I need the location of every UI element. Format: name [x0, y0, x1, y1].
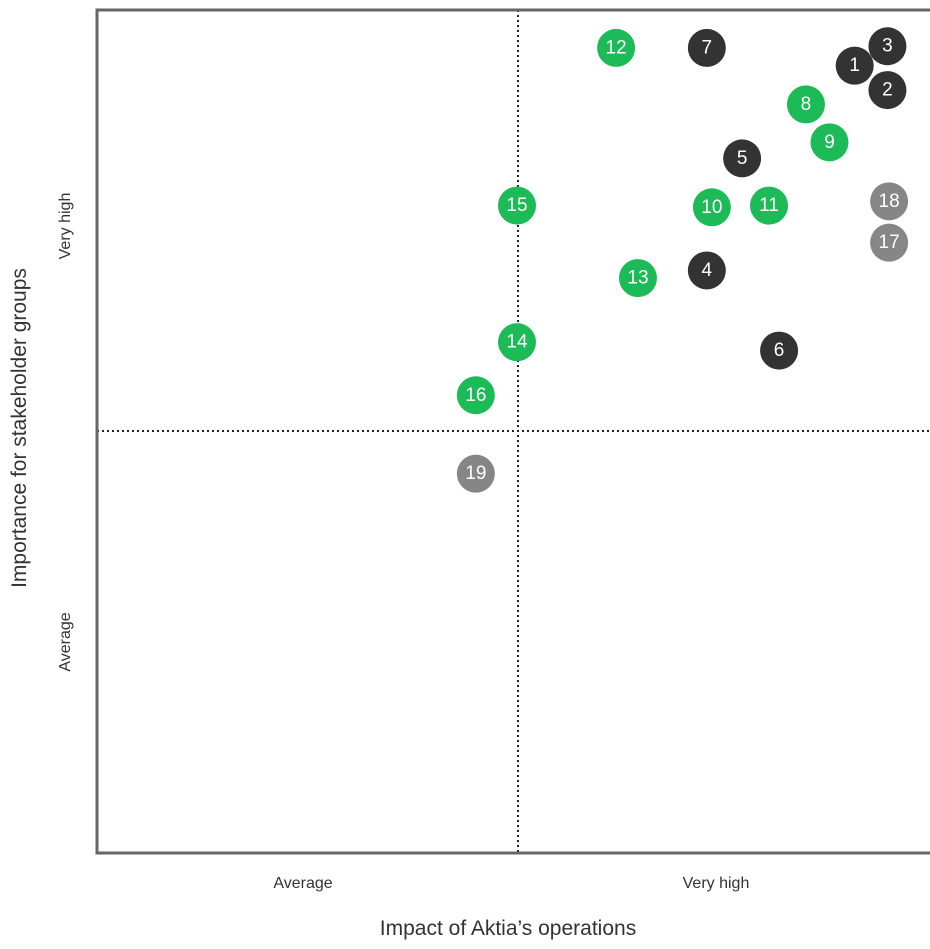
data-point-15: 15 — [498, 186, 536, 225]
data-point-label: 19 — [465, 463, 486, 484]
data-point-marker — [750, 186, 788, 225]
data-point-label: 12 — [606, 37, 627, 58]
data-point-8: 8 — [786, 85, 825, 124]
data-point-label: 13 — [627, 268, 648, 289]
data-point-12: 12 — [597, 28, 636, 67]
data-point-label: 6 — [774, 340, 785, 361]
data-point-11: 11 — [750, 186, 788, 225]
data-point-5: 5 — [723, 139, 762, 178]
data-point-18: 18 — [870, 182, 909, 221]
y-axis-title: Importance for stakeholder groups — [8, 268, 31, 588]
data-point-marker — [786, 85, 825, 124]
data-point-label: 1 — [849, 55, 860, 76]
data-point-marker — [870, 182, 909, 221]
data-point-marker — [760, 331, 799, 370]
data-point-14: 14 — [498, 323, 536, 362]
data-point-4: 4 — [687, 251, 726, 290]
data-point-marker — [687, 251, 726, 290]
data-point-marker — [498, 323, 536, 362]
data-point-marker — [810, 123, 849, 162]
data-point-6: 6 — [760, 331, 799, 370]
data-point-marker — [835, 46, 874, 85]
data-point-3: 3 — [868, 27, 907, 66]
data-point-17: 17 — [870, 223, 909, 262]
data-point-label: 11 — [759, 195, 779, 216]
data-point-label: 7 — [702, 37, 713, 58]
data-point-label: 2 — [882, 80, 893, 101]
data-point-label: 14 — [506, 332, 528, 353]
y-tick-average: Average — [57, 612, 74, 671]
data-point-label: 10 — [701, 197, 722, 218]
data-point-1: 1 — [835, 46, 874, 85]
data-point-13: 13 — [618, 259, 657, 298]
data-point-marker — [456, 376, 495, 415]
data-point-marker — [618, 259, 657, 298]
data-point-label: 3 — [882, 36, 893, 57]
data-point-label: 5 — [737, 148, 748, 169]
data-point-2: 2 — [868, 71, 907, 110]
axis-frame — [95, 8, 930, 855]
data-point-label: 4 — [702, 260, 713, 281]
x-tick-average: Average — [273, 875, 332, 892]
data-point-marker — [597, 28, 636, 67]
data-point-10: 10 — [692, 188, 731, 227]
data-point-marker — [870, 223, 909, 262]
data-point-7: 7 — [687, 28, 726, 67]
data-point-16: 16 — [456, 376, 495, 415]
data-point-marker — [456, 454, 495, 493]
x-tick-very-high: Very high — [683, 875, 750, 892]
data-point-marker — [868, 27, 907, 66]
data-point-label: 18 — [879, 191, 900, 212]
data-point-19: 19 — [456, 454, 495, 493]
data-point-label: 16 — [465, 385, 486, 406]
x-axis-title: Impact of Aktia’s operations — [380, 917, 636, 940]
data-point-label: 9 — [824, 132, 835, 153]
data-point-label: 17 — [879, 232, 900, 253]
data-point-marker — [692, 188, 731, 227]
data-point-marker — [868, 71, 907, 110]
data-point-marker — [723, 139, 762, 178]
data-point-9: 9 — [810, 123, 849, 162]
data-point-marker — [687, 28, 726, 67]
y-tick-very-high: Very high — [57, 193, 74, 260]
data-point-marker — [498, 186, 536, 225]
data-point-label: 15 — [506, 195, 527, 216]
data-point-label: 8 — [801, 94, 812, 115]
